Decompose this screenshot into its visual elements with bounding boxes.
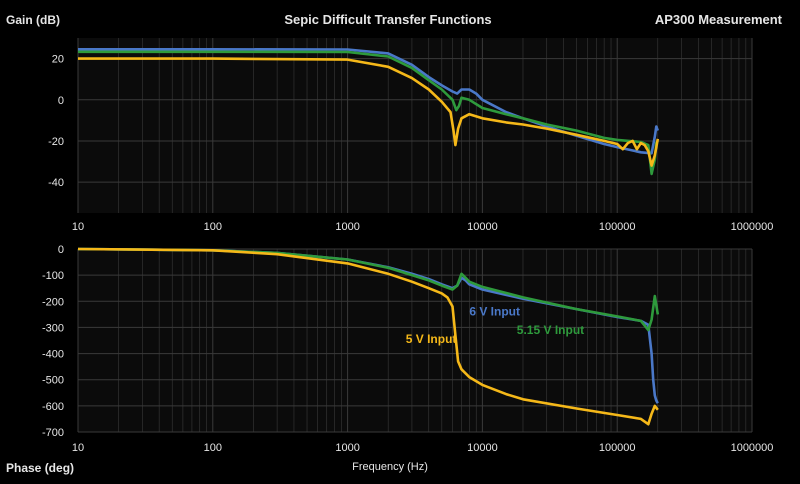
gain-y-tick-label: 0 [58, 95, 64, 107]
series-annotation: 6 V Input [469, 305, 520, 319]
gain-axis-label: Gain (dB) [6, 13, 60, 27]
phase-x-tick-label: 100000 [599, 442, 636, 454]
gain-plot: 20 0 -20 -40 10 100 1000 10000 100000 1000000 [48, 38, 773, 233]
phase-x-tick-label: 10 [72, 442, 84, 454]
gain-x-tick-label: 1000 [335, 221, 359, 233]
gain-x-tick-label: 10000 [467, 221, 498, 233]
measurement-label: AP300 Measurement [655, 12, 783, 27]
gain-y-tick-label: -20 [48, 136, 64, 148]
series-annotation: 5.15 V Input [517, 323, 584, 337]
phase-y-tick-label: -500 [42, 375, 64, 387]
phase-y-tick-label: -400 [42, 349, 64, 361]
phase-x-tick-label: 1000 [335, 442, 359, 454]
gain-x-tick-label: 100 [204, 221, 222, 233]
gain-series-line-6-v-input [78, 47, 660, 155]
series-annotation: 5 V Input [406, 332, 457, 346]
phase-x-tick-label: 10000 [467, 442, 498, 454]
frequency-axis-label: Frequency (Hz) [352, 461, 428, 473]
gain-series-line-5-v-input [78, 57, 660, 167]
gain-y-tick-label: -40 [48, 177, 64, 189]
chart-title: Sepic Difficult Transfer Functions [284, 12, 491, 27]
phase-series-line-5-v-input [77, 247, 659, 426]
phase-x-tick-label: 100 [204, 442, 222, 454]
phase-series-line-5-15-v-input [77, 247, 660, 332]
phase-y-tick-label: -100 [42, 270, 64, 282]
gain-series-line-5-15-v-input [78, 50, 659, 176]
gain-x-tick-label: 10 [72, 221, 84, 233]
phase-y-tick-label: -200 [42, 296, 64, 308]
gain-plot-area [78, 38, 752, 213]
phase-y-tick-label: -300 [42, 322, 64, 334]
phase-y-tick-label: -600 [42, 401, 64, 413]
phase-plot-area [78, 249, 752, 432]
phase-plot: 0 -100 -200 -300 -400 -500 -600 -700 10 100 1000 10… [42, 244, 773, 454]
gain-x-tick-label: 1000000 [731, 221, 774, 233]
phase-y-tick-label: 0 [58, 244, 64, 256]
phase-axis-label: Phase (deg) [6, 461, 74, 475]
phase-x-tick-label: 1000000 [731, 442, 774, 454]
gain-y-tick-label: 20 [52, 54, 64, 66]
phase-y-tick-label: -700 [42, 427, 64, 439]
gain-x-tick-label: 100000 [599, 221, 636, 233]
